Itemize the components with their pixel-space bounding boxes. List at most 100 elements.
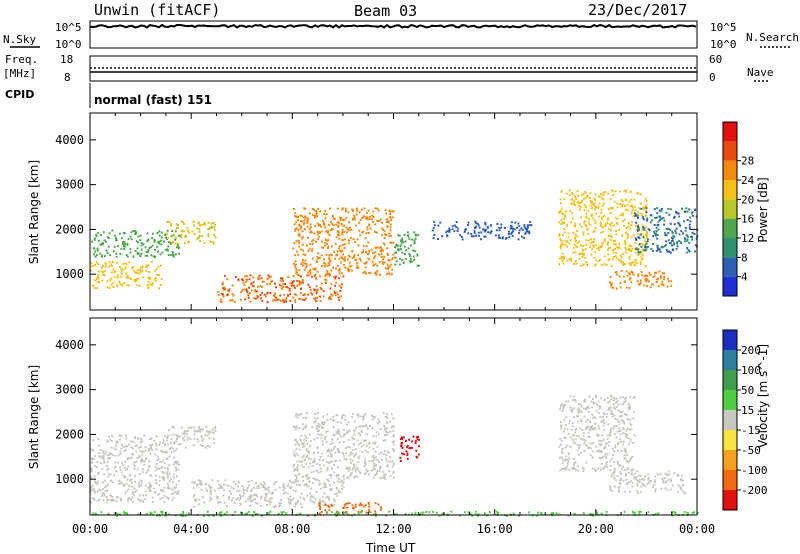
echo-pixel bbox=[631, 485, 634, 488]
echo-pixel bbox=[609, 276, 612, 279]
echo-pixel bbox=[205, 425, 208, 428]
echo-pixel bbox=[389, 474, 392, 477]
echo-pixel bbox=[105, 495, 108, 498]
echo-pixel bbox=[289, 282, 292, 285]
echo-pixel bbox=[299, 448, 302, 451]
echo-pixel bbox=[264, 495, 267, 498]
echo-pixel bbox=[669, 251, 672, 254]
echo-pixel bbox=[628, 481, 631, 483]
echo-pixel bbox=[570, 212, 573, 215]
echo-pixel bbox=[597, 411, 600, 414]
echo-pixel bbox=[357, 512, 360, 515]
echo-pixel bbox=[649, 214, 652, 217]
echo-pixel bbox=[111, 229, 114, 232]
echo-pixel bbox=[166, 467, 169, 469]
echo-pixel bbox=[664, 487, 667, 490]
x-axis-label: Time UT bbox=[365, 541, 416, 554]
echo-pixel bbox=[182, 221, 184, 224]
colorbar-segment bbox=[723, 141, 737, 161]
echo-region bbox=[318, 501, 383, 515]
echo-pixel bbox=[612, 427, 615, 430]
echo-pixel bbox=[629, 276, 632, 279]
echo-pixel bbox=[624, 248, 627, 250]
echo-pixel bbox=[394, 263, 397, 266]
echo-pixel bbox=[349, 458, 352, 461]
echo-pixel bbox=[379, 218, 382, 221]
echo-pixel bbox=[261, 286, 264, 289]
echo-pixel bbox=[281, 286, 284, 289]
echo-pixel bbox=[602, 230, 605, 233]
echo-pixel bbox=[600, 443, 603, 446]
echo-pixel bbox=[110, 479, 113, 482]
echo-pixel bbox=[500, 226, 503, 229]
echo-pixel bbox=[632, 468, 635, 471]
freq-label: Freq. bbox=[5, 53, 38, 66]
echo-pixel bbox=[566, 259, 569, 262]
echo-pixel bbox=[619, 479, 622, 482]
echo-pixel bbox=[602, 429, 605, 432]
echo-pixel bbox=[268, 503, 271, 506]
colorbar-segment bbox=[723, 180, 737, 200]
echo-pixel bbox=[301, 423, 304, 425]
echo-pixel bbox=[694, 250, 696, 253]
echo-pixel bbox=[329, 253, 332, 256]
echo-pixel bbox=[416, 436, 418, 439]
echo-pixel bbox=[267, 276, 270, 279]
echo-pixel bbox=[616, 203, 619, 205]
echo-pixel bbox=[273, 299, 276, 302]
echo-pixel bbox=[299, 292, 302, 294]
echo-pixel bbox=[664, 232, 667, 235]
echo-pixel bbox=[328, 272, 331, 275]
echo-pixel bbox=[485, 228, 488, 231]
echo-pixel bbox=[304, 216, 307, 219]
echo-pixel bbox=[596, 433, 599, 436]
echo-pixel bbox=[146, 284, 149, 286]
echo-pixel bbox=[631, 481, 634, 484]
echo-pixel bbox=[647, 511, 650, 514]
echo-pixel bbox=[295, 481, 298, 484]
echo-pixel bbox=[318, 500, 321, 503]
echo-pixel bbox=[403, 453, 405, 456]
echo-pixel bbox=[388, 259, 391, 262]
echo-pixel bbox=[483, 512, 486, 515]
echo-pixel bbox=[326, 430, 329, 433]
echo-pixel bbox=[254, 290, 257, 293]
echo-pixel bbox=[167, 435, 170, 438]
echo-pixel bbox=[95, 254, 98, 256]
echo-pixel bbox=[288, 287, 291, 290]
echo-pixel bbox=[616, 462, 619, 465]
echo-pixel bbox=[92, 247, 95, 250]
echo-pixel bbox=[165, 496, 168, 499]
echo-pixel bbox=[497, 234, 500, 237]
colorbar-segment bbox=[723, 450, 737, 470]
echo-pixel bbox=[256, 290, 259, 293]
echo-pixel bbox=[374, 474, 376, 476]
echo-pixel bbox=[210, 486, 213, 489]
echo-pixel bbox=[183, 433, 186, 435]
echo-pixel bbox=[608, 227, 611, 230]
echo-pixel bbox=[157, 493, 160, 496]
echo-pixel bbox=[455, 225, 458, 228]
echo-pixel bbox=[604, 255, 606, 258]
echo-pixel bbox=[350, 461, 353, 464]
echo-pixel bbox=[326, 511, 329, 514]
echo-pixel bbox=[563, 221, 566, 224]
echo-pixel bbox=[193, 433, 196, 436]
echo-pixel bbox=[422, 511, 425, 514]
echo-pixel bbox=[641, 274, 644, 277]
echo-pixel bbox=[614, 444, 617, 447]
echo-pixel bbox=[575, 245, 578, 248]
echo-pixel bbox=[578, 257, 581, 260]
echo-pixel bbox=[305, 463, 308, 466]
echo-pixel bbox=[368, 509, 371, 511]
echo-pixel bbox=[628, 200, 631, 203]
echo-pixel bbox=[223, 286, 226, 289]
echo-pixel bbox=[178, 463, 181, 466]
echo-pixel bbox=[448, 227, 451, 230]
echo-pixel bbox=[236, 490, 239, 493]
echo-pixel bbox=[512, 230, 514, 233]
echo-pixel bbox=[590, 400, 593, 403]
echo-pixel bbox=[207, 235, 210, 238]
echo-pixel bbox=[413, 258, 416, 261]
echo-pixel bbox=[134, 250, 137, 252]
